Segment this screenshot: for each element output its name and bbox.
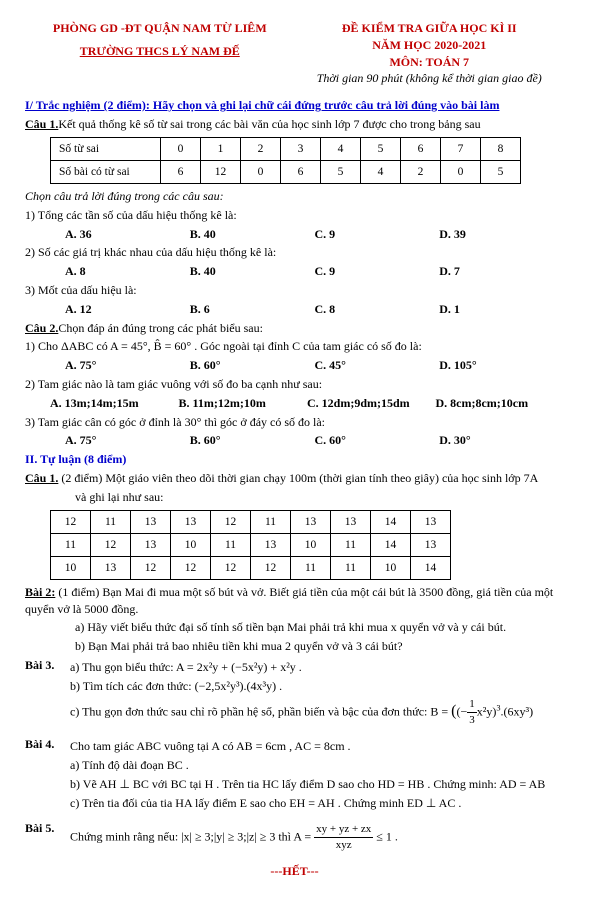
bai5-label: Bài 5. bbox=[25, 820, 70, 856]
cau2-stem: Câu 2.Chọn đáp án đúng trong các phát bi… bbox=[25, 320, 564, 337]
bai3-a: a) Thu gọn biểu thức: A = 2x²y + (−5x²y)… bbox=[70, 659, 564, 676]
bai4-a: a) Tính độ dài đoạn BC . bbox=[70, 757, 564, 774]
c2-q3-options: A. 75°B. 60°C. 60°D. 30° bbox=[65, 432, 564, 449]
c1-q1-options: A. 36B. 40C. 9D. 39 bbox=[65, 226, 564, 243]
c2-q2-options: A. 13m;14m;15mB. 11m;12m;10mC. 12dm;9dm;… bbox=[50, 395, 564, 412]
exam-title-1: ĐỀ KIỂM TRA GIỮA HỌC KÌ II bbox=[295, 20, 565, 37]
bai4-stem: Cho tam giác ABC vuông tại A có AB = 6cm… bbox=[70, 738, 564, 755]
cau1-stem: Câu 1.Kết quả thống kê số từ sai trong c… bbox=[25, 116, 564, 133]
bai5-stem: Chứng minh rằng nếu: |x| ≥ 3;|y| ≥ 3;|z|… bbox=[70, 822, 564, 854]
bai2-a: a) Hãy viết biểu thức đại số tính số tiề… bbox=[75, 619, 564, 636]
org-line-1: PHÒNG GD -ĐT QUẬN NAM TỪ LIÊM bbox=[25, 20, 295, 37]
c2-q1: 1) Cho ΔABC có A = 45°, B̂ = 60° . Góc n… bbox=[25, 338, 564, 355]
end-marker: ---HẾT--- bbox=[25, 863, 564, 880]
cau1-table: Số từ sai 012345678 Số bài có từ sai 612… bbox=[50, 137, 521, 184]
bai3-c: c) Thu gọn đơn thức sau chỉ rõ phần hệ s… bbox=[70, 697, 564, 729]
cau1-subprompt: Chọn câu trả lời đúng trong các câu sau: bbox=[25, 188, 564, 205]
c2-q3: 3) Tam giác cân có góc ở đỉnh là 30° thì… bbox=[25, 414, 564, 431]
tl1-table: 12111313121113131413 1112131011131011141… bbox=[50, 510, 451, 580]
part1-title: I/ Trắc nghiệm (2 điểm): Hãy chọn và ghi… bbox=[25, 97, 564, 114]
bai4-label: Bài 4. bbox=[25, 736, 70, 813]
c2-q1-options: A. 75°B. 60°C. 45°D. 105° bbox=[65, 357, 564, 374]
c1-q2-options: A. 8B. 40C. 9D. 7 bbox=[65, 263, 564, 280]
org-line-2: TRƯỜNG THCS LÝ NAM ĐẾ bbox=[25, 43, 295, 60]
bai3-b: b) Tìm tích các đơn thức: (−2,5x²y³).(4x… bbox=[70, 678, 564, 695]
table-row-label: Số bài có từ sai bbox=[51, 160, 161, 183]
bai4-c: c) Trên tia đối của tia HA lấy điểm E sa… bbox=[70, 795, 564, 812]
part2-title: II. Tự luận (8 điểm) bbox=[25, 451, 564, 468]
c1-q3: 3) Mốt của dấu hiệu là: bbox=[25, 282, 564, 299]
bai4-b: b) Vẽ AH ⊥ BC với BC tại H . Trên tia HC… bbox=[70, 776, 564, 793]
exam-time: Thời gian 90 phút (không kể thời gian gi… bbox=[295, 70, 565, 87]
c1-q3-options: A. 12B. 6C. 8D. 1 bbox=[65, 301, 564, 318]
bai2-b: b) Bạn Mai phải trả bao nhiêu tiền khi m… bbox=[75, 638, 564, 655]
exam-title-2: NĂM HỌC 2020-2021 bbox=[295, 37, 565, 54]
c1-q2: 2) Số các giá trị khác nhau của dấu hiệu… bbox=[25, 244, 564, 261]
table-row-label: Số từ sai bbox=[51, 137, 161, 160]
tl-cau1-stem2: và ghi lại như sau: bbox=[75, 489, 564, 506]
exam-title-3: MÔN: TOÁN 7 bbox=[295, 54, 565, 71]
bai2-stem: Bài 2: (1 điểm) Bạn Mai đi mua một số bú… bbox=[25, 584, 564, 618]
bai3-label: Bài 3. bbox=[25, 657, 70, 730]
c1-q1: 1) Tổng các tần số của dấu hiệu thống kê… bbox=[25, 207, 564, 224]
c2-q2: 2) Tam giác nào là tam giác vuông với số… bbox=[25, 376, 564, 393]
tl-cau1: Câu 1. (2 điểm) Một giáo viên theo dõi t… bbox=[25, 470, 564, 487]
